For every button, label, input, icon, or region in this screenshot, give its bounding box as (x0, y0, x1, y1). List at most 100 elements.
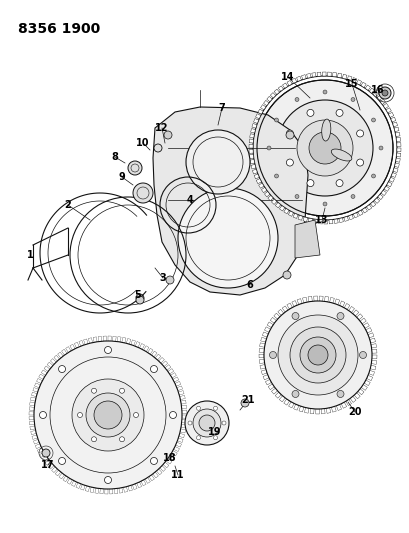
Polygon shape (283, 399, 289, 405)
Text: 15: 15 (344, 79, 358, 89)
Polygon shape (323, 220, 327, 224)
Polygon shape (249, 159, 254, 164)
Polygon shape (388, 177, 393, 182)
Polygon shape (319, 296, 322, 301)
Polygon shape (388, 112, 393, 117)
Circle shape (91, 437, 96, 442)
Polygon shape (173, 447, 179, 451)
Circle shape (196, 406, 200, 410)
Polygon shape (312, 219, 317, 223)
Polygon shape (181, 405, 186, 409)
Circle shape (86, 393, 130, 437)
Text: 8: 8 (111, 152, 118, 162)
Polygon shape (330, 406, 335, 412)
Text: 13: 13 (315, 215, 328, 225)
Polygon shape (395, 158, 399, 162)
Polygon shape (311, 72, 315, 77)
Polygon shape (176, 386, 182, 391)
Polygon shape (123, 487, 127, 492)
Circle shape (24, 331, 191, 499)
Polygon shape (258, 359, 264, 364)
Circle shape (154, 144, 162, 152)
Polygon shape (105, 489, 108, 494)
Text: 7: 7 (218, 103, 225, 113)
Polygon shape (308, 218, 312, 223)
Circle shape (306, 180, 313, 187)
Polygon shape (394, 132, 399, 136)
Circle shape (359, 351, 366, 359)
Polygon shape (353, 213, 357, 218)
Circle shape (381, 90, 387, 96)
Polygon shape (332, 72, 336, 77)
Circle shape (104, 477, 111, 483)
Circle shape (356, 130, 363, 137)
Circle shape (164, 131, 172, 139)
Polygon shape (39, 374, 45, 379)
Circle shape (104, 346, 111, 353)
Polygon shape (370, 344, 375, 348)
Circle shape (119, 388, 124, 393)
Polygon shape (52, 467, 57, 473)
Polygon shape (90, 487, 94, 492)
Polygon shape (271, 388, 277, 394)
Polygon shape (175, 382, 180, 386)
Polygon shape (371, 355, 376, 359)
Polygon shape (256, 179, 261, 184)
Polygon shape (292, 213, 297, 219)
Polygon shape (383, 186, 389, 191)
Polygon shape (34, 439, 39, 444)
Polygon shape (98, 336, 101, 342)
Polygon shape (329, 297, 333, 303)
Circle shape (136, 296, 144, 304)
Polygon shape (267, 384, 274, 390)
Polygon shape (67, 478, 72, 484)
Polygon shape (393, 127, 398, 132)
Polygon shape (112, 336, 116, 342)
Polygon shape (31, 431, 36, 434)
Circle shape (263, 301, 371, 409)
Polygon shape (254, 174, 258, 179)
Polygon shape (55, 470, 61, 476)
Circle shape (285, 131, 293, 139)
Polygon shape (293, 404, 298, 410)
Circle shape (308, 132, 340, 164)
Polygon shape (315, 409, 319, 414)
Circle shape (335, 180, 342, 187)
Polygon shape (365, 328, 371, 333)
Text: 1: 1 (27, 250, 33, 260)
Circle shape (291, 391, 298, 398)
Polygon shape (348, 215, 353, 220)
Circle shape (296, 120, 352, 176)
Polygon shape (346, 76, 351, 80)
Polygon shape (263, 375, 268, 380)
Polygon shape (178, 433, 184, 438)
Circle shape (371, 174, 375, 178)
Polygon shape (390, 117, 395, 122)
Polygon shape (70, 344, 75, 350)
Polygon shape (109, 489, 113, 494)
Polygon shape (163, 462, 169, 468)
Polygon shape (301, 75, 306, 79)
Polygon shape (65, 346, 71, 352)
Circle shape (42, 449, 50, 457)
Polygon shape (258, 354, 263, 358)
Text: 8356 1900: 8356 1900 (18, 22, 100, 36)
Circle shape (294, 98, 298, 101)
Polygon shape (273, 313, 279, 319)
Polygon shape (250, 165, 255, 169)
Circle shape (240, 399, 248, 407)
Polygon shape (145, 478, 150, 483)
Polygon shape (252, 169, 257, 174)
Polygon shape (368, 370, 374, 375)
Circle shape (378, 146, 382, 150)
Polygon shape (336, 405, 341, 410)
Polygon shape (363, 380, 369, 386)
Circle shape (286, 130, 293, 137)
Text: 10: 10 (136, 138, 149, 148)
Polygon shape (40, 452, 45, 457)
Text: 14: 14 (281, 72, 294, 82)
Circle shape (184, 401, 229, 445)
Polygon shape (277, 309, 283, 316)
Polygon shape (175, 442, 181, 447)
Polygon shape (80, 484, 85, 490)
